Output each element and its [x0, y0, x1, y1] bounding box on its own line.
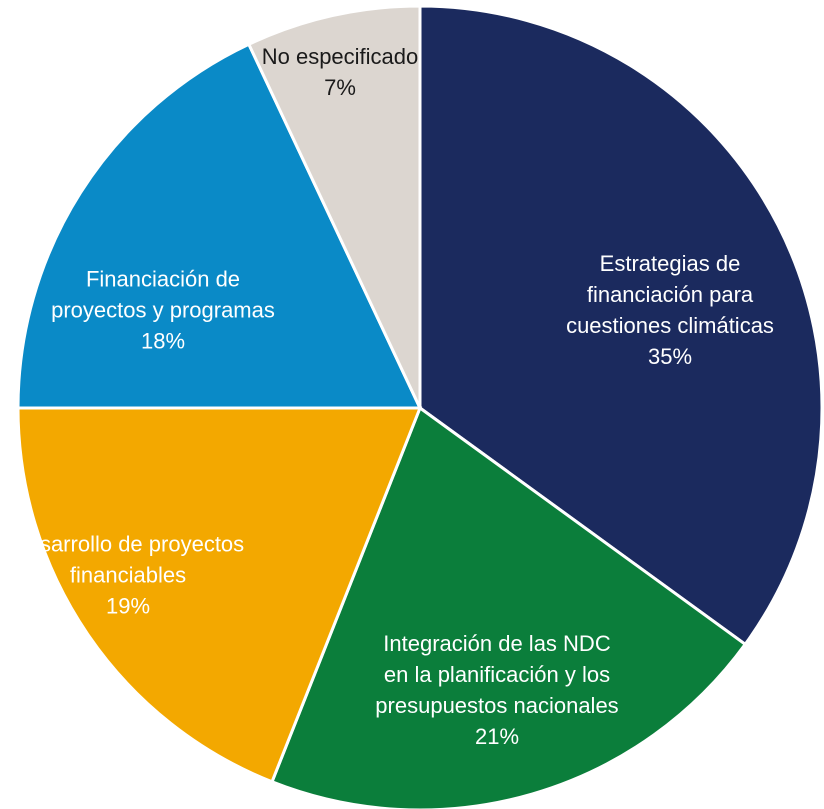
value-label: 21%: [474, 724, 520, 749]
category-label: Desarrollo de proyectos financiables: [11, 531, 245, 588]
category-label: No especificado: [261, 44, 419, 69]
slice-label: Estrategias de financiación para cuestio…: [550, 248, 790, 372]
value-label: 35%: [647, 344, 693, 369]
slice-label: Desarrollo de proyectos financiables 19%: [8, 529, 248, 622]
category-label: Estrategias de financiación para cuestio…: [566, 251, 774, 338]
slice-label: Financiación de proyectos y programas 18%: [48, 264, 278, 357]
value-label: 7%: [324, 75, 356, 100]
slice-label: Integración de las NDC en la planificaci…: [372, 628, 622, 752]
pie-slice: [270, 405, 748, 809]
slice-label: No especificado 7%: [225, 41, 455, 103]
pie-slice: [246, 4, 422, 409]
value-label: 19%: [105, 593, 151, 619]
category-label: Financiación de proyectos y programas: [51, 266, 275, 323]
pie-slice: [418, 4, 824, 647]
category-label: Integración de las NDC en la planificaci…: [375, 631, 619, 718]
pie-slice: [16, 406, 423, 784]
value-label: 18%: [140, 328, 186, 354]
pie-slice: [16, 42, 423, 410]
